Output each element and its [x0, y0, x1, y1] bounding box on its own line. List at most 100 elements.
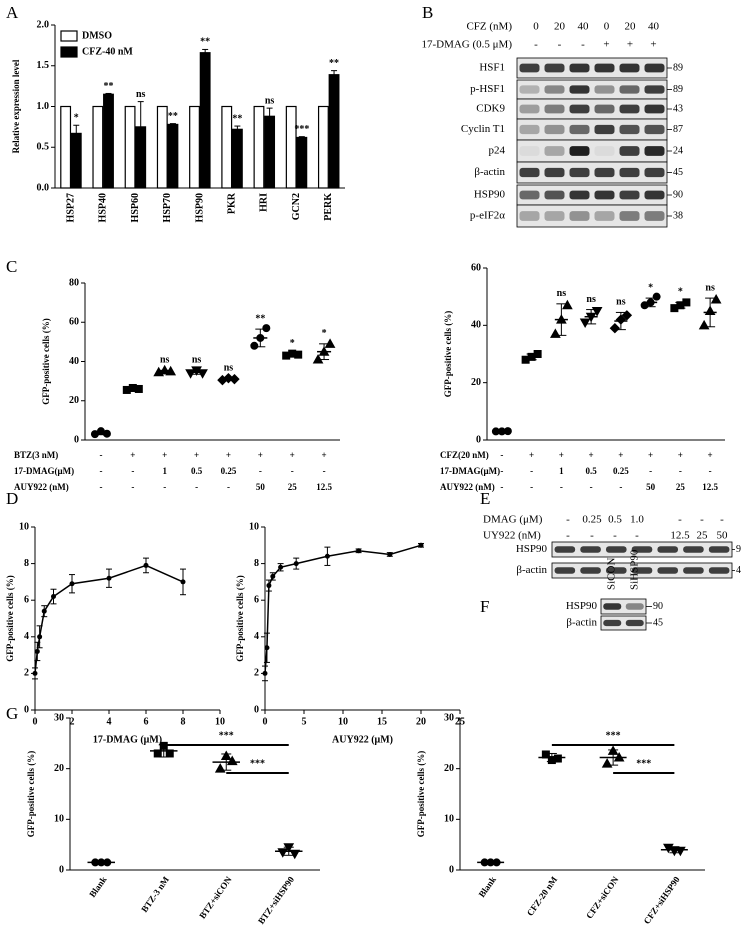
condition-cell: - — [131, 482, 134, 492]
blot-band — [569, 190, 590, 200]
data-point — [550, 328, 561, 338]
y-tick-label: 6 — [24, 594, 29, 605]
condition-cell: 50 — [646, 482, 656, 492]
condition-cell: 25 — [288, 482, 298, 492]
y-tick-label: 0 — [59, 864, 64, 875]
y-tick-label: 0 — [24, 704, 29, 715]
x-tick-label: HSP70 — [162, 193, 173, 222]
blot-band — [519, 146, 540, 156]
lane-label: 0.5 — [608, 514, 622, 526]
data-point — [270, 573, 276, 579]
condition-cell: - — [709, 466, 712, 476]
bar — [70, 132, 82, 189]
kda-label: 45 — [653, 617, 663, 628]
blot-band — [544, 104, 565, 114]
significance-label: * — [678, 287, 683, 298]
data-point — [387, 551, 393, 557]
lane-label: + — [603, 39, 609, 51]
blot-band — [594, 104, 615, 114]
condition-label: CFZ(20 nM) — [440, 450, 489, 460]
data-point — [278, 564, 284, 570]
lane-label: - — [558, 39, 562, 51]
panel-letter: F — [480, 597, 489, 616]
blot-band — [619, 124, 640, 135]
protein-label: β-actin — [474, 166, 505, 178]
significance-label: * — [74, 113, 79, 124]
condition-cell: + — [529, 450, 534, 460]
x-tick-label: 20 — [416, 716, 426, 727]
data-point — [264, 645, 270, 651]
condition-cell: - — [500, 450, 503, 460]
condition-cell: - — [195, 482, 198, 492]
bar — [167, 123, 179, 189]
condition-cell: + — [130, 450, 135, 460]
x-tick-label: CFZ-20 nM — [525, 874, 560, 918]
bar — [92, 105, 104, 189]
condition-cell: 50 — [256, 482, 266, 492]
kda-label: 9 — [736, 544, 741, 555]
blot-band — [644, 85, 665, 94]
condition-cell: - — [619, 482, 622, 492]
bar — [221, 105, 233, 189]
condition-cell: + — [648, 450, 653, 460]
significance-label: ns — [265, 95, 275, 106]
y-tick-label: 2 — [254, 668, 259, 679]
data-point — [51, 594, 56, 600]
kda-label: 90 — [673, 189, 683, 200]
condition-cell: - — [530, 482, 533, 492]
lane-label: SiHSP90 — [629, 549, 641, 590]
x-tick-label: BTZ-3 nM — [139, 874, 171, 914]
condition-cell: + — [708, 450, 713, 460]
lane-label: - — [635, 530, 639, 542]
blot-band — [519, 190, 540, 200]
x-tick-label: PKR — [227, 192, 238, 214]
significance-label: ** — [232, 113, 242, 124]
lane-label: - — [720, 514, 724, 526]
lane-label: 0.25 — [582, 514, 602, 526]
condition-cell: + — [321, 450, 326, 460]
condition-cell: - — [99, 450, 102, 460]
bar — [328, 74, 340, 189]
kda-label: 89 — [673, 84, 683, 95]
condition-cell: + — [226, 450, 231, 460]
x-tick-label: HRI — [259, 193, 270, 212]
condition-cell: - — [530, 466, 533, 476]
kda-label: 90 — [653, 601, 663, 612]
blot-band — [631, 546, 653, 553]
blot-band — [519, 211, 540, 221]
data-point — [250, 341, 259, 350]
condition-label: BTZ(3 nM) — [14, 450, 58, 460]
x-tick-label: 10 — [215, 716, 225, 727]
data-point — [289, 849, 301, 860]
data-point — [418, 542, 424, 548]
condition-cell: 0.5 — [586, 466, 598, 476]
bar — [253, 105, 265, 189]
bar — [60, 105, 72, 189]
x-tick-label: GCN2 — [291, 193, 302, 220]
y-axis-title: GFP-positive cells (%) — [235, 575, 245, 661]
x-axis-title: 17-DMAG (μM) — [93, 734, 162, 745]
y-tick-label: 10 — [19, 521, 29, 532]
y-tick-label: 40 — [69, 356, 79, 367]
significance-label: ns — [136, 89, 146, 100]
protein-label: p24 — [489, 145, 506, 157]
significance-label: ** — [329, 58, 339, 69]
significance-label: ns — [192, 355, 202, 366]
bar — [156, 105, 168, 189]
condition-cell: - — [131, 466, 134, 476]
blot-band — [657, 567, 678, 574]
significance-label: *** — [294, 124, 309, 135]
blot-band — [594, 63, 615, 73]
blot-band — [519, 63, 540, 73]
blot-band — [619, 63, 640, 73]
blot-band — [619, 167, 640, 178]
condition-label: AUY922 (nM) — [440, 482, 495, 492]
significance-label: ** — [103, 81, 113, 92]
panel-letter: E — [480, 489, 490, 508]
blot-band — [569, 146, 590, 156]
data-point — [106, 575, 112, 581]
condition-cell: + — [618, 450, 623, 460]
blot-band — [594, 167, 615, 178]
blot-band — [569, 85, 590, 94]
y-tick-label: 60 — [471, 262, 481, 273]
